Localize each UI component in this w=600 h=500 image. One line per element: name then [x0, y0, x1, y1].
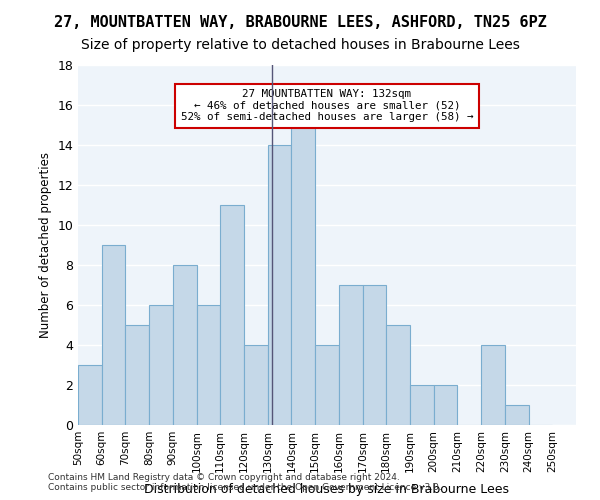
Bar: [434, 385, 457, 425]
Bar: [410, 385, 434, 425]
Bar: [268, 145, 292, 425]
Bar: [505, 405, 529, 425]
Bar: [315, 345, 339, 425]
Bar: [78, 365, 102, 425]
Bar: [125, 325, 149, 425]
Bar: [386, 325, 410, 425]
Bar: [173, 265, 197, 425]
Bar: [292, 125, 315, 425]
X-axis label: Distribution of detached houses by size in Brabourne Lees: Distribution of detached houses by size …: [145, 483, 509, 496]
Bar: [244, 345, 268, 425]
Bar: [481, 345, 505, 425]
Text: 27 MOUNTBATTEN WAY: 132sqm
← 46% of detached houses are smaller (52)
52% of semi: 27 MOUNTBATTEN WAY: 132sqm ← 46% of deta…: [181, 89, 473, 122]
Y-axis label: Number of detached properties: Number of detached properties: [39, 152, 52, 338]
Bar: [197, 305, 220, 425]
Text: Contains HM Land Registry data © Crown copyright and database right 2024.: Contains HM Land Registry data © Crown c…: [48, 474, 400, 482]
Text: Contains public sector information licensed under the Open Government Licence v3: Contains public sector information licen…: [48, 484, 442, 492]
Text: Size of property relative to detached houses in Brabourne Lees: Size of property relative to detached ho…: [80, 38, 520, 52]
Bar: [149, 305, 173, 425]
Bar: [339, 285, 362, 425]
Text: 27, MOUNTBATTEN WAY, BRABOURNE LEES, ASHFORD, TN25 6PZ: 27, MOUNTBATTEN WAY, BRABOURNE LEES, ASH…: [53, 15, 547, 30]
Bar: [362, 285, 386, 425]
Bar: [102, 245, 125, 425]
Bar: [220, 205, 244, 425]
